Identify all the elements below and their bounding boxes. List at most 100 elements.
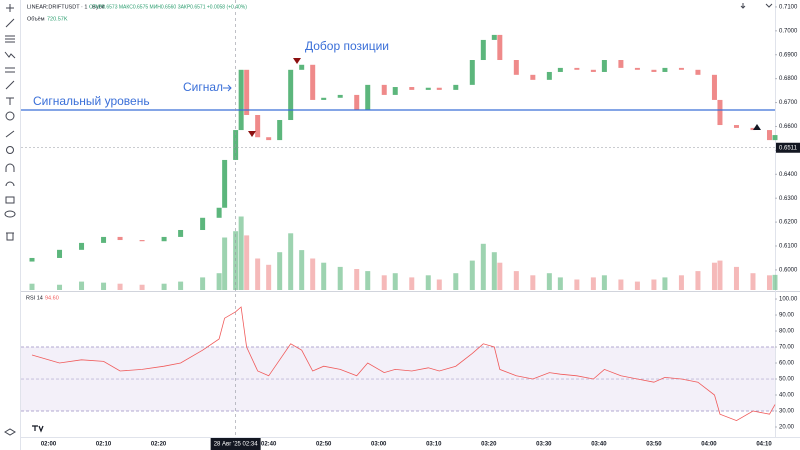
candle <box>354 94 360 110</box>
y-tick-label: 0.7000 <box>779 28 798 34</box>
tool-layers[interactable] <box>4 428 16 436</box>
rsi-value: 94.60 <box>45 295 59 301</box>
rsi-line <box>31 306 776 422</box>
candle <box>29 257 35 262</box>
volume-bar <box>733 266 739 290</box>
candle <box>634 67 640 70</box>
tool-visibility[interactable] <box>4 210 16 218</box>
rsi-y-tick-label: 20.00 <box>779 425 795 431</box>
candle <box>216 207 222 218</box>
volume-bar <box>266 264 272 290</box>
candle <box>530 74 536 80</box>
volume-bar <box>436 279 442 290</box>
candle <box>711 74 717 100</box>
tool-draw-mode[interactable] <box>5 181 15 187</box>
candle <box>238 69 244 131</box>
volume-label: Объём <box>27 16 45 22</box>
volume-bar <box>354 269 360 290</box>
volume-bar <box>618 279 624 290</box>
annotation-arrow <box>223 84 232 92</box>
candle <box>436 87 442 90</box>
tool-emoji[interactable] <box>5 111 15 121</box>
volume-bar <box>299 250 305 290</box>
sell-marker <box>248 131 256 137</box>
y-tick-label: 0.6400 <box>779 172 798 178</box>
y-tick-label: 0.6300 <box>779 196 798 202</box>
tool-projection[interactable] <box>5 67 15 73</box>
volume-bar <box>717 260 723 290</box>
tool-fib[interactable] <box>5 35 15 43</box>
candle <box>425 87 431 90</box>
y-tick-label: 0.6700 <box>779 100 798 106</box>
x-tick-label: 03:50 <box>646 442 662 448</box>
candle <box>321 97 327 100</box>
x-tick-label: 02:40 <box>261 442 277 448</box>
volume-bar <box>101 282 107 290</box>
tool-ruler[interactable] <box>5 130 15 138</box>
x-tick-label: 02:00 <box>41 442 57 448</box>
x-tick-label: 03:10 <box>426 442 442 448</box>
volume-bar <box>238 216 244 290</box>
volume-bar <box>425 275 431 290</box>
volume-bar <box>546 273 552 290</box>
candle <box>178 229 184 237</box>
volume-bar <box>497 262 503 290</box>
candle <box>469 60 475 85</box>
volume-bar <box>310 258 316 290</box>
volume-bar <box>513 271 519 290</box>
crosshair-time-badge <box>210 438 261 450</box>
x-tick-label: 02:20 <box>151 442 167 448</box>
volume-bar <box>381 275 387 290</box>
icon-download[interactable] <box>740 3 746 9</box>
candle <box>244 69 250 115</box>
volume-bar <box>480 243 486 290</box>
candle <box>601 60 607 72</box>
volume-bar <box>365 271 371 290</box>
tool-text[interactable] <box>6 97 14 105</box>
candle <box>222 159 228 208</box>
candle <box>117 236 123 241</box>
candle <box>750 127 756 131</box>
tool-zoom[interactable] <box>6 146 14 154</box>
candle <box>310 64 316 100</box>
candle <box>772 135 778 141</box>
candle <box>392 87 398 95</box>
tool-delete[interactable] <box>6 232 14 241</box>
volume-bar <box>557 277 563 290</box>
volume-bar <box>469 260 475 290</box>
last-price-label: 0.6511 <box>779 145 798 151</box>
tool-brush[interactable] <box>5 80 15 90</box>
candle <box>574 67 580 70</box>
tool-pattern[interactable] <box>4 51 16 59</box>
tool-trendline[interactable] <box>5 18 15 28</box>
candle <box>491 34 497 40</box>
x-tick-label: 04:10 <box>756 442 772 448</box>
candle <box>288 69 294 121</box>
rsi-y-tick-label: 70.00 <box>779 345 795 351</box>
tool-magnet[interactable] <box>5 163 15 172</box>
volume-bar <box>277 252 283 290</box>
tool-lock[interactable] <box>5 196 15 204</box>
icon-collapse[interactable] <box>765 3 773 8</box>
candle <box>381 84 387 95</box>
volume-bar <box>711 262 717 290</box>
volume-bar <box>222 237 228 290</box>
ohlc: ОТКР0.6573 МАКС0.6575 МИН0.6560 ЗАКР0.65… <box>89 4 247 10</box>
candle <box>79 242 85 250</box>
candle <box>733 125 739 128</box>
volume-bar <box>678 275 684 290</box>
buy-marker <box>753 124 761 130</box>
volume-bar <box>117 283 123 290</box>
rsi-y-tick-label: 80.00 <box>779 329 795 335</box>
candle <box>766 130 772 141</box>
annotation-signal: Сигнал <box>183 80 223 94</box>
rsi-y-tick-label: 40.00 <box>779 393 795 399</box>
y-tick-label: 0.6900 <box>779 52 798 58</box>
volume-value: 720.57K <box>47 16 68 22</box>
tool-crosshair[interactable] <box>6 4 14 12</box>
candle <box>255 114 261 138</box>
logo <box>32 425 44 433</box>
candle <box>497 34 503 61</box>
